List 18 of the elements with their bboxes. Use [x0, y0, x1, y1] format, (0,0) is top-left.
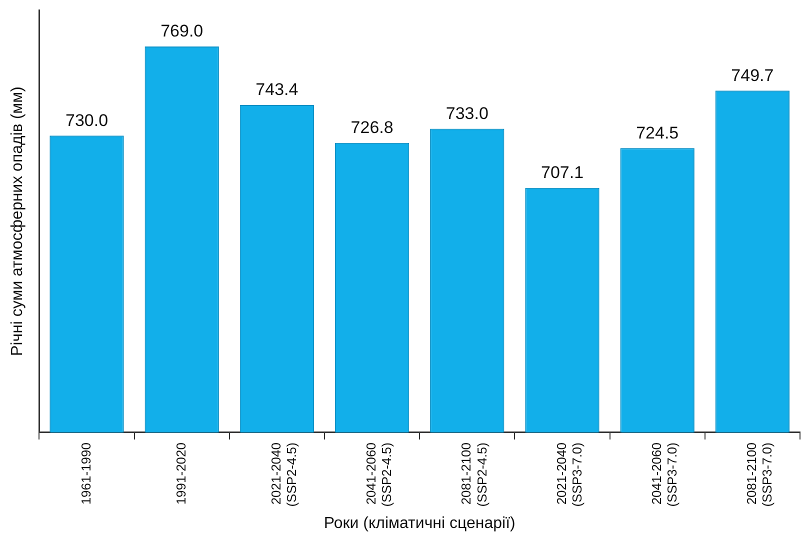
data-label: 743.4: [256, 80, 298, 100]
x-tick-label: 2021-2040 (SSP3-7.0): [554, 442, 584, 507]
x-tick-label: 1961-1990: [78, 442, 94, 505]
data-label: 749.7: [731, 66, 774, 85]
x-axis-title: Роки (кліматичні сценарії): [324, 514, 516, 532]
data-label: 769.0: [160, 22, 204, 41]
data-label: 726.8: [350, 118, 394, 138]
x-tick-label: 2021-2040 (SSP2-4.5): [268, 442, 300, 507]
y-axis-title: Річні суми атмосферних опадів (мм): [9, 86, 26, 356]
x-tick-label: 1991-2020: [173, 442, 188, 505]
data-label: 733.0: [446, 104, 488, 123]
x-tick-label: 2081-2100 (SSP3-7.0): [744, 442, 775, 507]
x-tick-label: 2041-2060 (SSP3-7.0): [648, 442, 680, 507]
x-tick-label: 2081-2100 (SSP2-4.5): [458, 442, 490, 507]
data-label: 707.1: [540, 163, 584, 182]
data-label: 724.5: [636, 123, 679, 142]
data-label: 730.0: [65, 110, 108, 130]
x-tick-label: 2041-2060 (SSP2-4.5): [364, 442, 394, 507]
